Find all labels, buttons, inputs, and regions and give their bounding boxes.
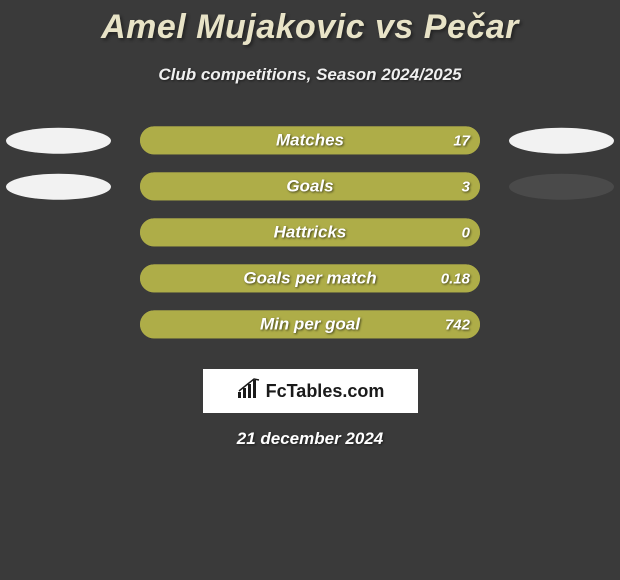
page-title: Amel Mujakovic vs Pečar — [0, 0, 620, 47]
stat-bar: Goals per match0.18 — [140, 264, 480, 292]
stat-label: Goals per match — [140, 264, 480, 292]
stat-row: Goals per match0.18 — [0, 261, 620, 307]
stat-row: Goals3 — [0, 169, 620, 215]
stat-bar: Matches17 — [140, 126, 480, 154]
player-left-marker — [6, 174, 111, 200]
stat-value: 3 — [462, 172, 470, 200]
stat-row: Min per goal742 — [0, 307, 620, 353]
stat-value: 0.18 — [441, 264, 470, 292]
stat-rows: Matches17 Goals3 Hattricks0 Goals per match… — [0, 123, 620, 353]
stat-value: 17 — [453, 126, 470, 154]
stat-value: 0 — [462, 218, 470, 246]
stat-bar: Goals3 — [140, 172, 480, 200]
player-left-marker — [6, 128, 111, 154]
stat-row: Hattricks0 — [0, 215, 620, 261]
chart-icon — [236, 378, 262, 405]
stat-bar: Min per goal742 — [140, 310, 480, 338]
logo-text: FcTables.com — [266, 381, 385, 402]
stat-label: Min per goal — [140, 310, 480, 338]
logo-box: FcTables.com — [203, 369, 418, 413]
stat-bar: Hattricks0 — [140, 218, 480, 246]
page-subtitle: Club competitions, Season 2024/2025 — [0, 47, 620, 85]
stat-label: Matches — [140, 126, 480, 154]
stat-row: Matches17 — [0, 123, 620, 169]
player-right-marker — [509, 128, 614, 154]
player-right-marker — [509, 174, 614, 200]
stat-label: Hattricks — [140, 218, 480, 246]
stat-value: 742 — [445, 310, 470, 338]
stat-label: Goals — [140, 172, 480, 200]
date-text: 21 december 2024 — [0, 429, 620, 449]
